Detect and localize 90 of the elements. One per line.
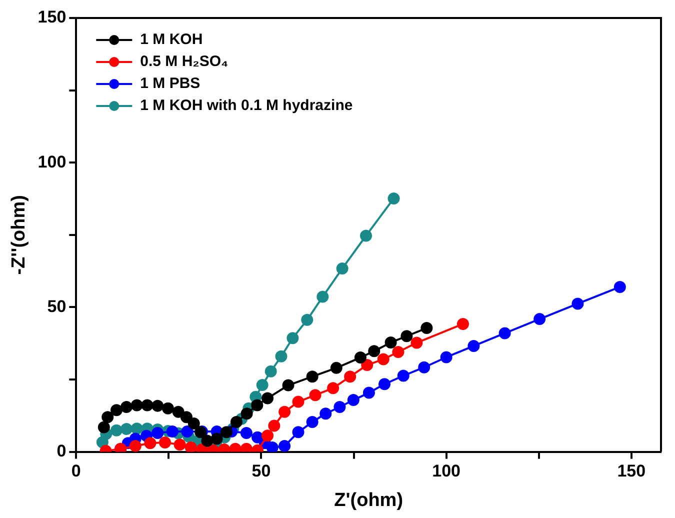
x-tick-label: 150 bbox=[617, 462, 646, 481]
y-tick-label: 50 bbox=[47, 296, 66, 316]
point bbox=[347, 394, 360, 406]
point bbox=[361, 359, 374, 372]
point bbox=[129, 440, 142, 452]
point bbox=[301, 314, 314, 326]
legend-label: 1 M PBS bbox=[140, 75, 200, 92]
point bbox=[120, 422, 133, 435]
point bbox=[316, 290, 329, 303]
point bbox=[172, 406, 184, 418]
point bbox=[278, 440, 291, 452]
point bbox=[210, 432, 223, 445]
legend-label: 1 M KOH bbox=[140, 31, 203, 48]
y-tick-label: 100 bbox=[38, 152, 66, 172]
point bbox=[275, 350, 288, 362]
point bbox=[360, 230, 372, 242]
point bbox=[141, 399, 154, 412]
point bbox=[174, 438, 186, 451]
point bbox=[184, 441, 197, 452]
x-tick-label: 0 bbox=[71, 462, 81, 481]
point bbox=[266, 441, 278, 452]
y-tick-label: 0 bbox=[56, 441, 66, 460]
point bbox=[498, 327, 511, 340]
x-tick-label: 100 bbox=[432, 462, 460, 481]
point bbox=[327, 382, 340, 394]
point bbox=[120, 400, 133, 413]
point bbox=[256, 378, 268, 391]
point bbox=[264, 365, 277, 378]
y-axis-title: -Z''(ohm) bbox=[8, 195, 30, 275]
point bbox=[220, 426, 232, 438]
point bbox=[440, 351, 452, 364]
point bbox=[418, 361, 430, 374]
point bbox=[144, 437, 156, 450]
point bbox=[240, 427, 252, 439]
x-axis-title: Z'(ohm) bbox=[334, 490, 404, 511]
point bbox=[262, 392, 274, 404]
point bbox=[201, 434, 214, 447]
point bbox=[456, 318, 469, 330]
point bbox=[400, 330, 413, 342]
point bbox=[282, 379, 294, 392]
point bbox=[334, 400, 346, 413]
point bbox=[292, 396, 304, 408]
point bbox=[306, 370, 318, 383]
point bbox=[181, 426, 194, 438]
x-tick-label: 50 bbox=[252, 462, 271, 481]
point bbox=[306, 416, 318, 428]
point bbox=[388, 192, 400, 204]
point bbox=[614, 280, 626, 293]
point bbox=[188, 417, 200, 430]
point bbox=[130, 422, 143, 435]
point bbox=[378, 378, 390, 390]
point bbox=[268, 420, 280, 432]
legend-label: 1 M KOH with 0.1 M hydrazine bbox=[140, 97, 353, 114]
point bbox=[362, 386, 375, 399]
point bbox=[368, 345, 380, 358]
point bbox=[392, 346, 404, 358]
point bbox=[162, 402, 174, 414]
point bbox=[230, 416, 242, 428]
point bbox=[110, 424, 123, 436]
point bbox=[180, 411, 192, 424]
point bbox=[262, 430, 274, 442]
point bbox=[292, 426, 304, 438]
point bbox=[354, 352, 366, 364]
point bbox=[330, 362, 342, 374]
point bbox=[130, 399, 143, 412]
y-tick-label: 150 bbox=[38, 8, 66, 27]
point bbox=[384, 336, 397, 348]
point bbox=[110, 404, 123, 416]
point bbox=[410, 336, 423, 349]
legend-label: 0.5 M H₂SO₄ bbox=[140, 53, 228, 70]
point bbox=[278, 406, 291, 418]
point bbox=[336, 262, 348, 274]
point bbox=[397, 370, 410, 382]
point bbox=[240, 408, 253, 420]
point bbox=[309, 389, 322, 402]
point bbox=[344, 370, 356, 383]
point bbox=[251, 399, 264, 412]
point bbox=[534, 313, 546, 326]
point bbox=[152, 400, 164, 412]
point bbox=[286, 332, 299, 344]
point bbox=[468, 340, 480, 352]
point bbox=[320, 408, 332, 420]
point bbox=[572, 298, 584, 310]
point bbox=[377, 353, 390, 366]
point bbox=[98, 421, 110, 434]
point bbox=[152, 427, 164, 439]
point bbox=[420, 322, 433, 334]
point bbox=[102, 411, 114, 424]
point bbox=[159, 436, 171, 449]
point bbox=[166, 426, 178, 438]
